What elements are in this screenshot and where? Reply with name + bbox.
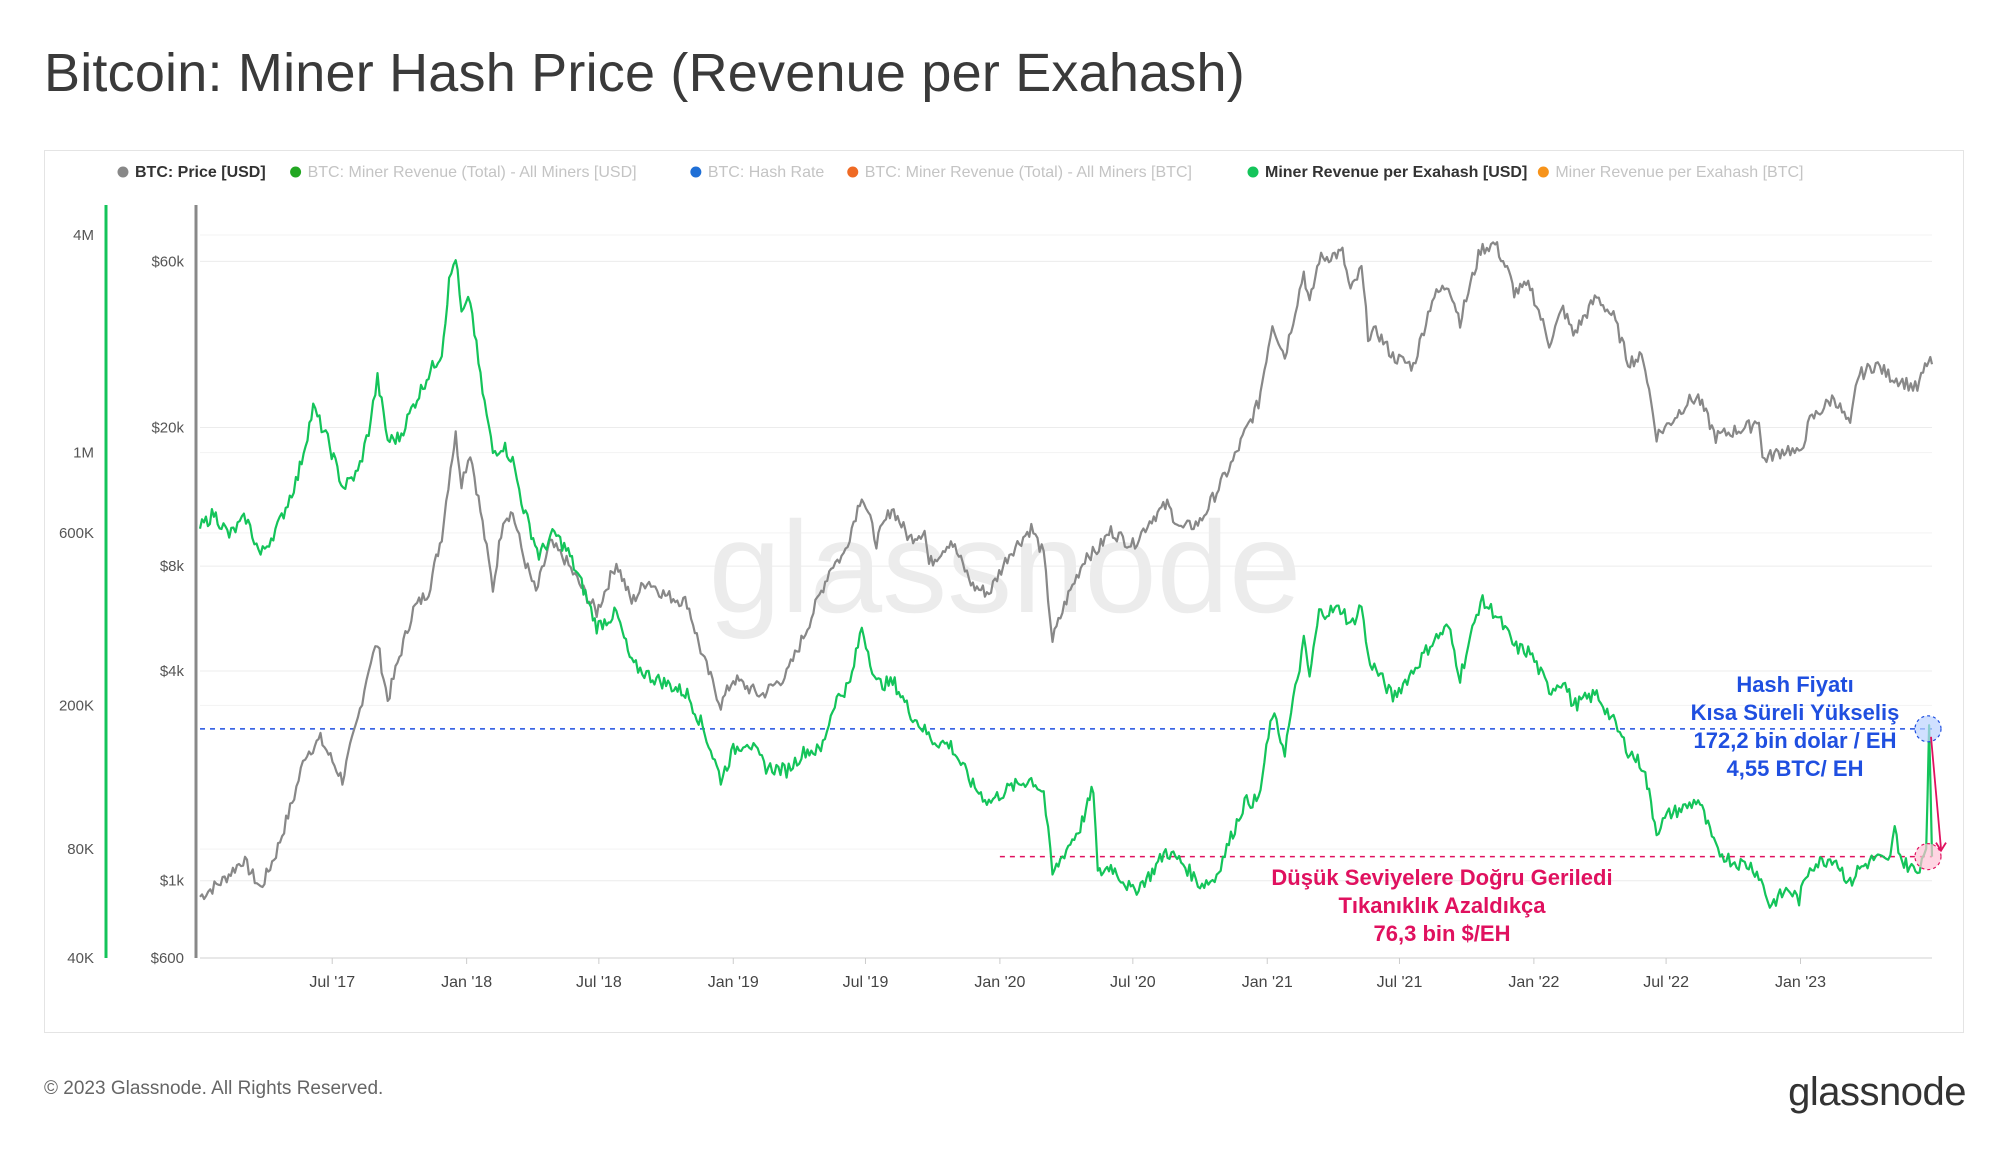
y-tick-hashprice: 80K (67, 841, 94, 858)
x-tick-label: Jul '18 (576, 974, 622, 991)
footer-logo[interactable]: glassnode (1788, 1070, 1966, 1114)
page-title: Bitcoin: Miner Hash Price (Revenue per E… (44, 43, 1245, 103)
y-tick-price: $60k (151, 253, 184, 270)
legend-dot (690, 166, 702, 178)
annotation-low-line: Düşük Seviyelere Doğru Geriledi (1271, 865, 1612, 890)
price-series-line (199, 241, 1934, 901)
chart-panel (44, 150, 1964, 1033)
legend-item-label[interactable]: Miner Revenue per Exahash [BTC] (1555, 164, 1803, 181)
y-tick-hashprice: 1M (73, 445, 94, 462)
x-tick-label: Jan '20 (974, 974, 1025, 991)
x-tick-label: Jan '19 (708, 974, 759, 991)
y-tick-hashprice: 4M (73, 227, 94, 244)
y-tick-price: $4k (160, 663, 185, 680)
legend-dot (117, 166, 129, 178)
x-tick-label: Jul '20 (1110, 974, 1156, 991)
y-tick-price: $8k (160, 558, 185, 575)
y-tick-price: $1k (160, 873, 185, 890)
x-tick-label: Jul '17 (309, 974, 355, 991)
legend-dot (847, 166, 859, 178)
legend-item-label[interactable]: BTC: Miner Revenue (Total) - All Miners … (865, 164, 1192, 181)
legend-dot (1537, 166, 1549, 178)
chart-axes (104, 205, 1932, 959)
watermark-text: glassnode (709, 494, 1302, 640)
annotation-spike-line: Hash Fiyatı (1736, 672, 1853, 697)
low-marker-circle (1914, 843, 1942, 871)
reference-lines (200, 728, 1932, 858)
x-tick-label: Jan '23 (1775, 974, 1826, 991)
legend-item-label[interactable]: BTC: Miner Revenue (Total) - All Miners … (308, 164, 637, 181)
annotation-low-line: Tıkanıklık Azaldıkça (1338, 893, 1546, 918)
chart-ticks: 4M 1M 600K 200K 80K 40K $60k $20k $8k $4k $1k $600 J… (59, 227, 1826, 991)
legend-item-label[interactable]: Miner Revenue per Exahash [USD] (1265, 164, 1527, 181)
x-tick-label: Jul '21 (1377, 974, 1423, 991)
decline-arrow (1930, 736, 1942, 849)
legend-dot (290, 166, 302, 178)
y-tick-hashprice: 200K (59, 697, 94, 714)
legend-item-label[interactable]: BTC: Price [USD] (135, 164, 266, 181)
legend-item-label[interactable]: BTC: Hash Rate (708, 164, 825, 181)
annotation-spike-line: 4,55 BTC/ EH (1727, 756, 1864, 781)
y-tick-price: $20k (151, 420, 184, 437)
annotation-spike-line: 172,2 bin dolar / EH (1694, 728, 1897, 753)
x-tick-label: Jul '22 (1643, 974, 1689, 991)
y-tick-hashprice: 40K (67, 950, 94, 967)
annotation-spike-line: Kısa Süreli Yükseliş (1691, 700, 1900, 725)
x-tick-label: Jan '22 (1508, 974, 1559, 991)
y-tick-hashprice: 600K (59, 525, 94, 542)
series-lines (198, 241, 1934, 909)
y-tick-price: $600 (151, 950, 184, 967)
watermark: glassnode (709, 494, 1302, 640)
legend-dot (1247, 166, 1259, 178)
annotation-low-line: 76,3 bin $/EH (1374, 921, 1511, 946)
decline-arrowhead (1935, 842, 1947, 853)
x-tick-label: Jul '19 (843, 974, 889, 991)
annotations: Hash Fiyatı Kısa Süreli Yükseliş 172,2 bin… (1271, 672, 1899, 946)
x-tick-label: Jan '18 (441, 974, 492, 991)
spike-marker-circle (1914, 715, 1942, 743)
footer-copyright: © 2023 Glassnode. All Rights Reserved. (44, 1078, 384, 1099)
chart-legend: BTC: Price [USD] BTC: Miner Revenue (Tota… (117, 164, 1803, 181)
x-tick-label: Jan '21 (1242, 974, 1293, 991)
hashprice-series-line (198, 259, 1934, 909)
annotation-markers (1914, 715, 1947, 871)
